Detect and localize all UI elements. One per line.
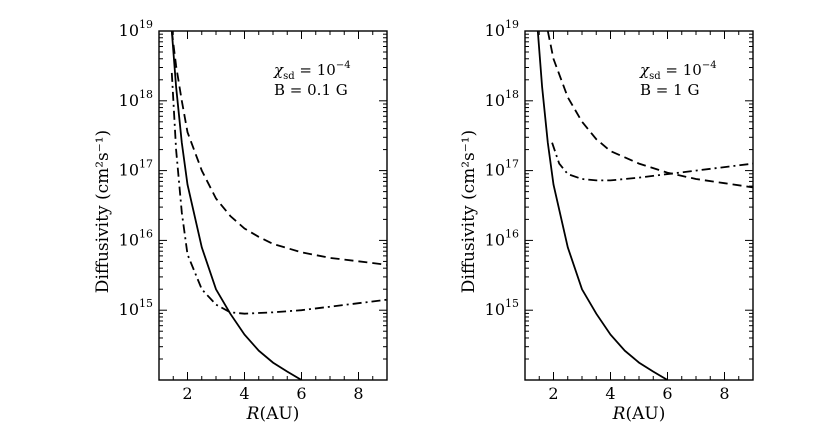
- y-axis-label-unit: (cm²s⁻¹): [93, 130, 113, 200]
- y-tick-exponent: 15: [139, 297, 153, 310]
- y-tick-base: 10: [485, 300, 505, 319]
- y-tick-label: 1017: [485, 158, 519, 180]
- y-tick-base: 10: [119, 300, 139, 319]
- annotation-chi: χsd = 10−4: [639, 60, 717, 82]
- y-tick-exponent: 17: [139, 158, 153, 171]
- annotation-chi-symbol: χ: [273, 61, 284, 79]
- y-axis-label-text: Diffusivity: [459, 200, 479, 293]
- annotation-chi-exp: −4: [702, 60, 717, 71]
- y-axis-label: Diffusivity (cm²s⁻¹): [459, 130, 479, 293]
- annotation-chi-rhs: = 10: [661, 61, 702, 79]
- x-tick-label: 8: [353, 384, 363, 403]
- y-tick-exponent: 19: [139, 18, 153, 31]
- x-axis-label: R(AU): [246, 404, 300, 424]
- x-axis-label-unit: (AU): [625, 404, 665, 424]
- left-panel: 2 4 6 810151016101710181019R(AU)Diffusivity…: [93, 18, 388, 424]
- x-tick-label: 4: [605, 384, 615, 403]
- y-axis-label-text: Diffusivity: [93, 200, 113, 293]
- y-tick-base: 10: [119, 91, 139, 110]
- y-tick-label: 1015: [485, 297, 519, 319]
- x-axis-label-unit: (AU): [259, 404, 299, 424]
- y-tick-label: 1015: [119, 297, 153, 319]
- x-axis-label-symbol: R: [246, 404, 260, 424]
- y-tick-exponent: 18: [505, 88, 519, 101]
- x-tick-label: 6: [296, 384, 306, 403]
- y-tick-base: 10: [485, 230, 505, 249]
- x-axis-label: R(AU): [612, 404, 666, 424]
- y-tick-base: 10: [119, 161, 139, 180]
- y-tick-exponent: 15: [505, 297, 519, 310]
- y-axis-label: Diffusivity (cm²s⁻¹): [93, 130, 113, 293]
- series-dash-dot-line: [170, 72, 387, 315]
- y-tick-label: 1019: [485, 18, 519, 40]
- annotation-chi-sub: sd: [649, 71, 661, 82]
- y-tick-label: 1017: [119, 158, 153, 180]
- annotation-chi-symbol: χ: [639, 61, 650, 79]
- y-tick-label: 1018: [119, 88, 153, 110]
- x-tick-label: 6: [662, 384, 672, 403]
- y-tick-base: 10: [119, 230, 139, 249]
- x-tick-label: 2: [548, 384, 558, 403]
- series-solid-line: [536, 31, 668, 380]
- annotation-chi: χsd = 10−4: [273, 60, 351, 82]
- y-tick-base: 10: [119, 21, 139, 40]
- y-tick-exponent: 17: [505, 158, 519, 171]
- annotation-chi-sub: sd: [283, 71, 295, 82]
- series-solid-line: [170, 31, 302, 380]
- axes-frame: [158, 30, 388, 381]
- x-tick-label: 4: [239, 384, 249, 403]
- y-tick-exponent: 19: [505, 18, 519, 31]
- annotation-b: B = 1 G: [640, 81, 699, 99]
- y-tick-label: 1018: [485, 88, 519, 110]
- annotation-chi-exp: −4: [336, 60, 351, 71]
- series-dashed-line: [546, 31, 753, 189]
- x-axis-label-symbol: R: [612, 404, 626, 424]
- curves-group: [170, 31, 387, 380]
- series-dash-dot-line: [551, 142, 753, 182]
- annotation-chi-rhs: = 10: [295, 61, 336, 79]
- curves-group: [536, 31, 753, 380]
- x-tick-label: 2: [182, 384, 192, 403]
- axes-frame: [524, 30, 754, 381]
- y-tick-base: 10: [485, 161, 505, 180]
- y-tick-exponent: 16: [139, 227, 153, 240]
- y-tick-base: 10: [485, 21, 505, 40]
- y-tick-exponent: 18: [139, 88, 153, 101]
- right-panel: 2 4 6 810151016101710181019R(AU)Diffusivity…: [459, 18, 754, 424]
- y-axis-label-unit: (cm²s⁻¹): [459, 130, 479, 200]
- annotation-b: B = 0.1 G: [274, 81, 348, 99]
- y-tick-label: 1016: [485, 227, 519, 249]
- x-tick-label: 8: [719, 384, 729, 403]
- y-tick-exponent: 16: [505, 227, 519, 240]
- y-tick-label: 1016: [119, 227, 153, 249]
- y-tick-label: 1019: [119, 18, 153, 40]
- series-dashed-line: [170, 31, 387, 266]
- y-tick-base: 10: [485, 91, 505, 110]
